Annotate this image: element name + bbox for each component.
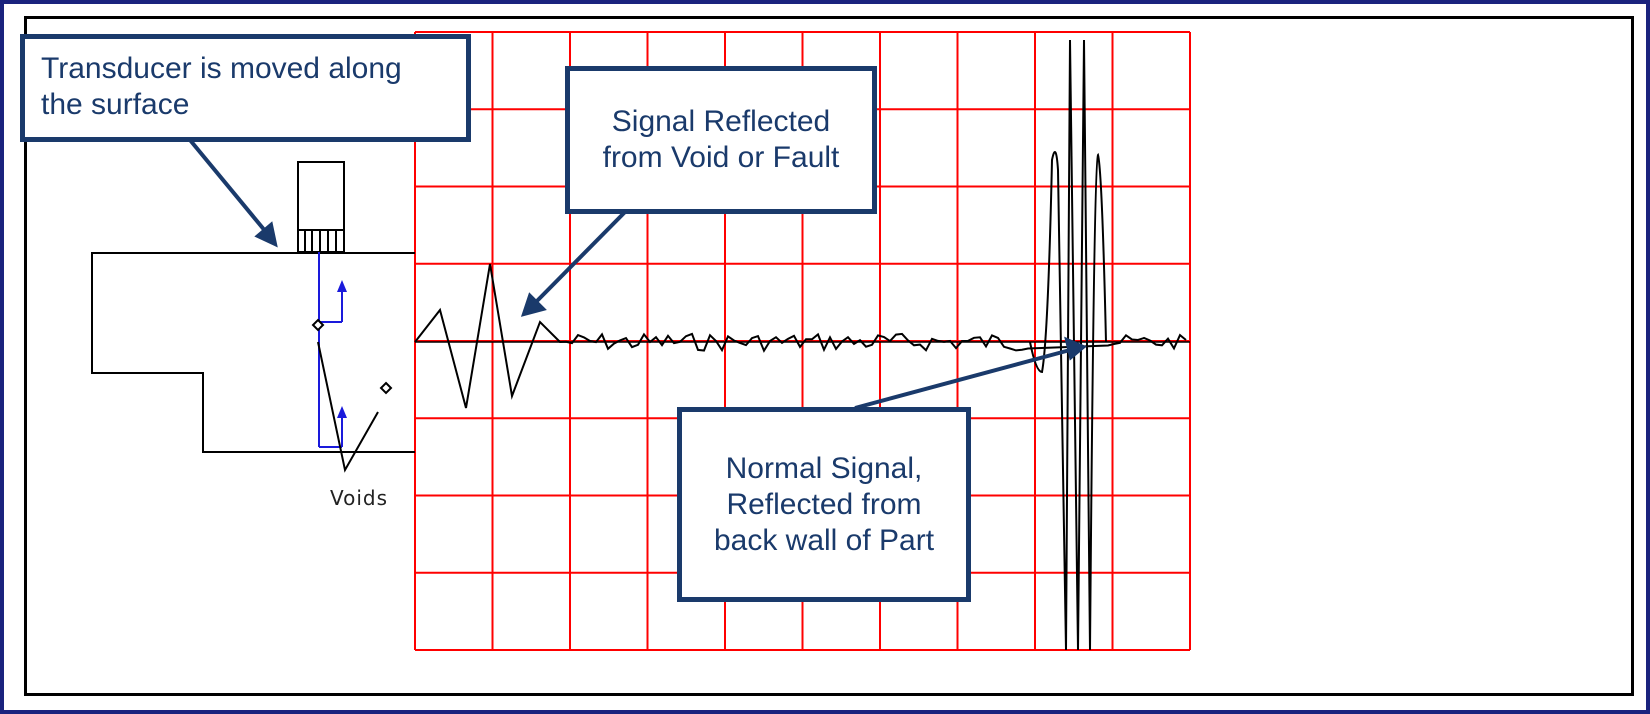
backwall-signal-callout-text: Normal Signal, Reflected from back wall … — [713, 451, 935, 557]
transducer-probe-icon — [297, 161, 345, 253]
void-defect-icon — [311, 318, 393, 473]
void-signal-callout-text: Signal Reflected from Void or Fault — [602, 105, 840, 174]
transducer-callout: Transducer is moved along the surface — [20, 34, 471, 142]
back-wall-echo — [1029, 39, 1107, 651]
voids-label: Voids — [330, 486, 389, 510]
backwall-signal-callout: Normal Signal, Reflected from back wall … — [677, 407, 971, 602]
part-cross-section — [91, 252, 415, 453]
a-scan-signal-trace — [414, 263, 1187, 409]
echo-arrow-icon — [337, 280, 347, 418]
transducer-callout-text: Transducer is moved along the surface — [41, 52, 402, 121]
void-signal-callout: Signal Reflected from Void or Fault — [565, 66, 877, 214]
callout-pointers — [188, 138, 1087, 410]
